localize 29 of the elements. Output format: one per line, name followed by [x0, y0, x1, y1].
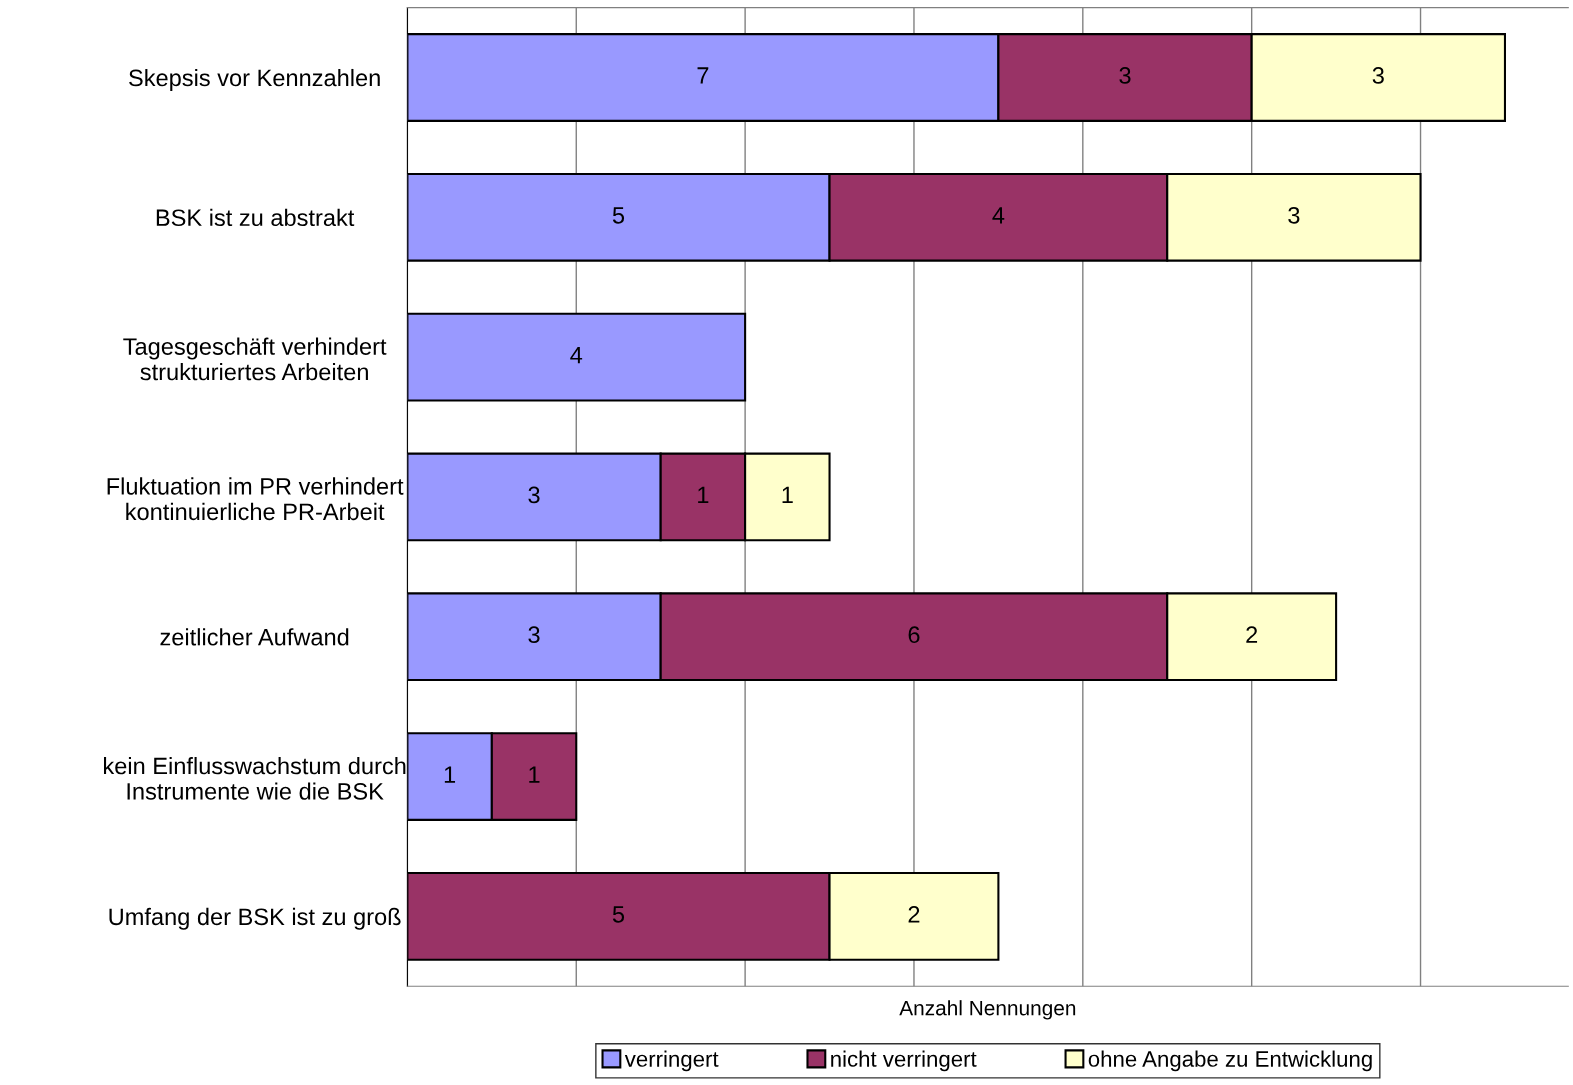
y-tick-label: Umfang der BSK ist zu groß	[109, 907, 401, 930]
data-label: 1	[529, 766, 540, 783]
y-tick-label: Tagesgeschäft verhindert strukturiertes Arbeiten	[123, 337, 387, 381]
y-tick-label: Fluktuation im PR verhindert kontinuierliche PR-Arbeit	[107, 477, 404, 521]
legend-label: verringert	[624, 1050, 719, 1072]
data-label: 4	[570, 346, 583, 364]
x-axis-title: Anzahl Nennungen	[899, 1000, 1076, 1020]
y-tick-label: BSK ist zu abstrakt	[156, 208, 355, 227]
data-label: 3	[1288, 206, 1300, 224]
data-label: 1	[444, 766, 456, 783]
data-label: 5	[612, 207, 625, 224]
data-label: 6	[908, 626, 920, 644]
data-label: 3	[1372, 67, 1384, 84]
bar	[407, 312, 747, 402]
data-label: 1	[698, 486, 709, 504]
data-label: 2	[908, 905, 920, 923]
data-label: 2	[1246, 626, 1258, 643]
data-label: 3	[528, 486, 540, 504]
data-label: 1	[782, 486, 793, 504]
data-label: 3	[1119, 67, 1131, 84]
legend-label: ohne Angabe zu Entwicklung	[1088, 1050, 1372, 1072]
y-tick-label: zeitlicher Aufwand	[160, 628, 349, 646]
data-label: 3	[528, 626, 540, 644]
y-tick-label: kein Einflusswachstum durch Instrumente wie die BSK	[104, 756, 406, 800]
legend-label: nicht verringert	[831, 1050, 977, 1072]
data-label: 5	[612, 906, 625, 923]
y-tick-label: Skepsis vor Kennzahlen	[129, 68, 380, 91]
data-label: 7	[697, 67, 709, 84]
data-label: 4	[992, 207, 1005, 224]
